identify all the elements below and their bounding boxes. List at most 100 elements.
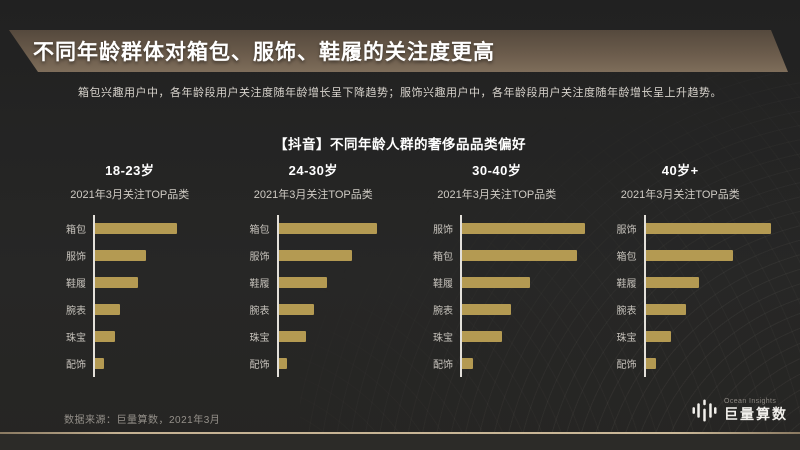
category-label: 服饰 xyxy=(66,252,86,263)
bar-row: 珠宝 xyxy=(589,323,773,350)
bar-鞋履 xyxy=(462,277,531,288)
title-banner: 不同年龄群体对箱包、服饰、鞋履的关注度更高 xyxy=(9,30,788,72)
bar-配饰 xyxy=(462,358,474,369)
panel-title: 30-40岁 xyxy=(472,163,522,178)
category-label: 配饰 xyxy=(249,360,270,371)
bar-row: 箱包 xyxy=(222,215,406,242)
logo-text-cn: 巨量算数 xyxy=(724,406,788,423)
panel-title: 18-23岁 xyxy=(105,163,155,178)
category-label: 鞋履 xyxy=(616,279,637,290)
bar-row: 配饰 xyxy=(38,350,222,377)
category-label: 配饰 xyxy=(433,360,453,371)
page-title: 不同年龄群体对箱包、服饰、鞋履的关注度更高 xyxy=(33,41,495,64)
equalizer-bars-icon xyxy=(692,399,717,422)
category-label: 配饰 xyxy=(66,360,86,371)
bar-area xyxy=(276,323,406,350)
bar-area xyxy=(643,242,773,269)
bar-row: 珠宝 xyxy=(222,323,406,350)
bar-area xyxy=(643,323,773,350)
panel-subtitle: 2021年3月关注TOP品类 xyxy=(437,189,557,201)
panel-subtitle: 2021年3月关注TOP品类 xyxy=(253,189,373,201)
bar-row: 箱包 xyxy=(38,215,222,242)
bar-area xyxy=(276,296,406,323)
category-label: 珠宝 xyxy=(66,333,86,344)
bar-area xyxy=(276,215,406,242)
bar-area xyxy=(460,215,589,242)
bar-area xyxy=(643,215,773,242)
bar-rows: 箱包服饰鞋履腕表珠宝配饰 xyxy=(222,215,406,377)
bar-配饰 xyxy=(95,358,104,369)
bar-row: 腕表 xyxy=(589,296,773,323)
bar-服饰 xyxy=(462,223,585,234)
bar-area xyxy=(93,323,222,350)
category-label: 箱包 xyxy=(433,252,453,263)
category-label: 服饰 xyxy=(249,252,270,263)
category-label: 箱包 xyxy=(249,225,270,236)
charts-container: 18-23岁 2021年3月关注TOP品类 箱包 服饰 鞋履 腕表 珠宝 配饰 24-30岁 20… xyxy=(38,160,772,377)
bar-配饰 xyxy=(645,358,656,369)
bar-鞋履 xyxy=(645,277,699,288)
category-label: 服饰 xyxy=(433,225,453,236)
bar-row: 鞋履 xyxy=(222,269,406,296)
bar-row: 服饰 xyxy=(589,215,773,242)
bar-row: 配饰 xyxy=(405,350,589,377)
bar-珠宝 xyxy=(95,331,116,342)
chart-panel-40岁+: 40岁+ 2021年3月关注TOP品类服饰箱包鞋履腕表珠宝配饰 xyxy=(589,160,773,377)
bar-row: 珠宝 xyxy=(38,323,222,350)
bar-row: 服饰 xyxy=(405,215,589,242)
bar-area xyxy=(276,242,406,269)
bar-腕表 xyxy=(278,304,314,315)
panel-title: 40岁+ xyxy=(661,163,699,178)
bar-row: 腕表 xyxy=(222,296,406,323)
bar-鞋履 xyxy=(95,277,138,288)
bar-area xyxy=(93,269,222,296)
bottom-divider xyxy=(0,432,800,434)
bar-area xyxy=(643,269,773,296)
bar-row: 珠宝 xyxy=(405,323,589,350)
category-label: 腕表 xyxy=(249,306,270,317)
bar-row: 鞋履 xyxy=(405,269,589,296)
logo-text-en: Ocean Insights xyxy=(724,398,777,406)
category-label: 鞋履 xyxy=(433,279,453,290)
bar-row: 箱包 xyxy=(589,242,773,269)
category-label: 腕表 xyxy=(66,306,86,317)
bar-腕表 xyxy=(95,304,121,315)
bar-row: 腕表 xyxy=(405,296,589,323)
category-label: 珠宝 xyxy=(616,333,637,344)
category-label: 箱包 xyxy=(616,252,637,263)
bar-rows: 箱包服饰鞋履腕表珠宝配饰 xyxy=(38,215,222,377)
bar-row: 鞋履 xyxy=(38,269,222,296)
bar-row: 服饰 xyxy=(222,242,406,269)
panel-title: 24-30岁 xyxy=(288,163,338,178)
bar-area xyxy=(93,242,222,269)
bar-服饰 xyxy=(645,223,771,234)
bar-area xyxy=(460,323,589,350)
logo-text: Ocean Insights 巨量算数 xyxy=(724,398,788,422)
chart-section-title: 【抖音】不同年龄人群的奢侈品品类偏好 xyxy=(274,137,526,152)
category-label: 配饰 xyxy=(616,360,637,371)
category-label: 腕表 xyxy=(433,306,453,317)
panel-subtitle: 2021年3月关注TOP品类 xyxy=(620,189,740,201)
chart-panel-18-23岁: 18-23岁 2021年3月关注TOP品类 箱包 服饰 鞋履 腕表 珠宝 配饰 xyxy=(38,160,222,377)
category-label: 箱包 xyxy=(66,225,86,236)
bar-area xyxy=(460,296,589,323)
bar-area xyxy=(460,269,589,296)
bar-area xyxy=(93,215,222,242)
bar-row: 鞋履 xyxy=(589,269,773,296)
bar-row: 腕表 xyxy=(38,296,222,323)
bar-area xyxy=(276,269,406,296)
ocean-insights-logo: Ocean Insights 巨量算数 xyxy=(692,398,788,423)
chart-panel-30-40岁: 30-40岁 2021年3月关注TOP品类服饰箱包鞋履腕表珠宝配饰 xyxy=(405,160,589,377)
bar-area xyxy=(460,242,589,269)
bar-鞋履 xyxy=(278,277,327,288)
bar-服饰 xyxy=(95,250,146,261)
bar-area xyxy=(643,350,773,377)
bar-箱包 xyxy=(645,250,733,261)
bar-row: 配饰 xyxy=(589,350,773,377)
category-label: 珠宝 xyxy=(433,333,453,344)
bar-配饰 xyxy=(278,358,288,369)
bottom-strip xyxy=(0,434,800,450)
footer-source: 数据来源：巨量算数，2021年3月 xyxy=(64,415,221,426)
category-label: 鞋履 xyxy=(249,279,270,290)
